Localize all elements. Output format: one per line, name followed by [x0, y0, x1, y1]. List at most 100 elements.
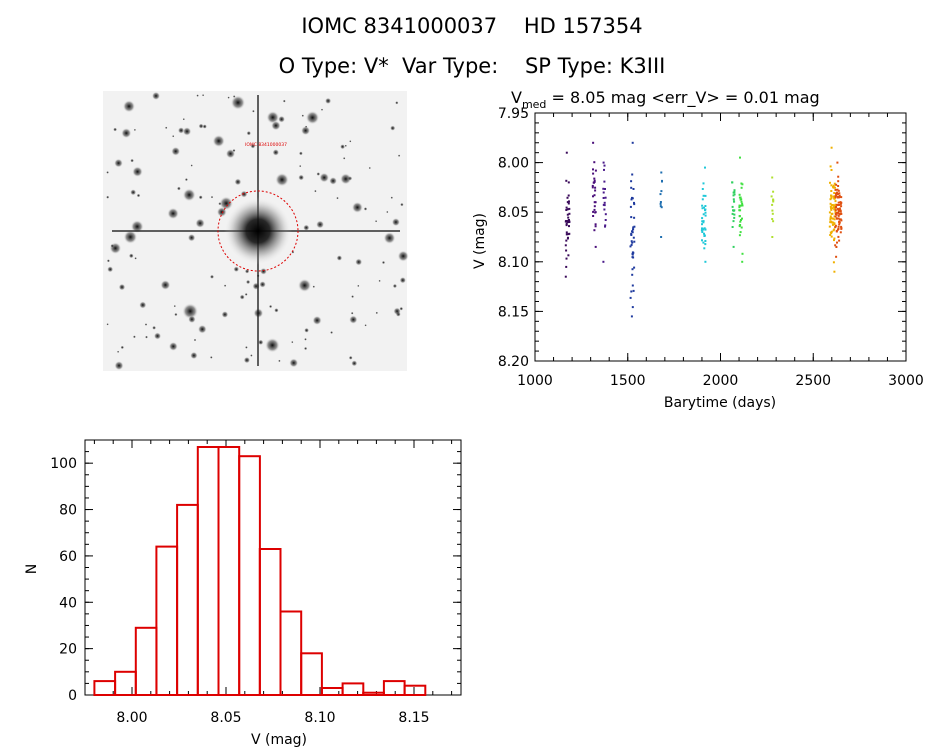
data-point: [701, 198, 704, 201]
data-point: [830, 221, 833, 224]
data-point: [603, 168, 605, 171]
data-point: [833, 197, 836, 200]
data-point: [704, 166, 706, 169]
data-point: [704, 211, 707, 214]
data-point: [741, 204, 744, 207]
data-point: [741, 217, 743, 220]
data-point: [594, 225, 597, 228]
data-point: [603, 208, 606, 211]
data-point: [704, 205, 707, 207]
data-point: [833, 218, 836, 221]
y-tick-label: 8.00: [498, 156, 529, 172]
data-point: [631, 256, 634, 259]
y-tick-label: 7.95: [498, 106, 529, 122]
data-point: [594, 169, 597, 172]
data-point: [771, 218, 774, 220]
data-point: [834, 211, 837, 214]
data-point: [835, 194, 838, 197]
data-point: [836, 161, 839, 164]
data-point: [564, 220, 567, 223]
data-point: [629, 205, 632, 208]
data-point: [732, 194, 735, 197]
data-point: [567, 181, 570, 184]
data-point: [629, 245, 632, 248]
histogram-ylabel: N: [24, 564, 40, 574]
data-point: [566, 213, 569, 216]
data-point: [704, 243, 707, 246]
data-point: [602, 197, 605, 199]
data-point: [568, 200, 570, 203]
data-point: [837, 225, 840, 228]
data-point: [839, 201, 842, 204]
data-point: [831, 212, 834, 215]
data-point: [770, 195, 773, 198]
data-point: [739, 220, 742, 223]
data-point: [704, 209, 706, 211]
data-point: [633, 203, 636, 206]
data-point: [568, 207, 571, 210]
data-point: [630, 315, 633, 318]
data-point: [603, 201, 606, 204]
data-point: [829, 218, 832, 221]
data-point: [835, 211, 838, 214]
data-point: [567, 194, 570, 197]
data-point: [732, 209, 734, 212]
data-point: [701, 231, 704, 233]
data-point: [701, 227, 703, 230]
data-point: [631, 197, 634, 200]
data-point: [833, 222, 836, 225]
data-point: [829, 215, 832, 218]
data-point: [565, 231, 568, 234]
data-point: [701, 223, 703, 226]
data-point: [771, 209, 774, 212]
data-point: [659, 205, 662, 208]
data-point: [702, 194, 705, 197]
data-point: [702, 220, 705, 223]
data-point: [733, 213, 736, 216]
data-point: [565, 206, 568, 209]
data-point: [834, 188, 837, 191]
data-point: [592, 210, 595, 213]
data-point: [631, 241, 634, 244]
data-point: [829, 217, 832, 220]
data-point: [567, 236, 569, 239]
data-point: [566, 221, 569, 224]
histogram-bar: [341, 682, 365, 697]
data-point: [659, 193, 662, 196]
data-point: [837, 189, 840, 192]
data-point: [840, 225, 843, 228]
data-point: [733, 193, 736, 196]
data-point: [834, 224, 837, 227]
data-point: [831, 221, 834, 224]
light-curve-ylabel: V (mag): [472, 213, 488, 269]
data-point: [837, 210, 840, 212]
data-point: [829, 231, 832, 234]
data-point: [567, 202, 570, 205]
data-point: [700, 229, 703, 232]
data-point: [837, 228, 839, 231]
histogram-bar: [258, 548, 282, 696]
data-point: [740, 226, 743, 229]
data-point: [604, 224, 607, 227]
data-point: [564, 244, 567, 247]
data-point: [830, 230, 833, 233]
data-point: [630, 216, 633, 219]
data-point: [830, 235, 833, 238]
data-point: [592, 215, 595, 217]
data-point: [830, 146, 833, 149]
histogram-xlabel: V (mag): [251, 732, 307, 747]
data-point: [703, 234, 706, 237]
data-point: [840, 205, 843, 208]
data-point: [840, 196, 843, 199]
y-tick-label: 8.10: [498, 255, 529, 271]
data-point: [701, 217, 704, 220]
data-point: [603, 164, 606, 167]
histogram-bar: [403, 684, 427, 697]
data-point: [630, 180, 633, 183]
light-curve-xlabel: Barytime (days): [664, 395, 776, 411]
histogram-bar: [362, 691, 385, 697]
data-point: [604, 219, 607, 221]
data-point: [731, 226, 734, 228]
histogram-bar: [217, 446, 241, 696]
data-point: [832, 261, 835, 264]
